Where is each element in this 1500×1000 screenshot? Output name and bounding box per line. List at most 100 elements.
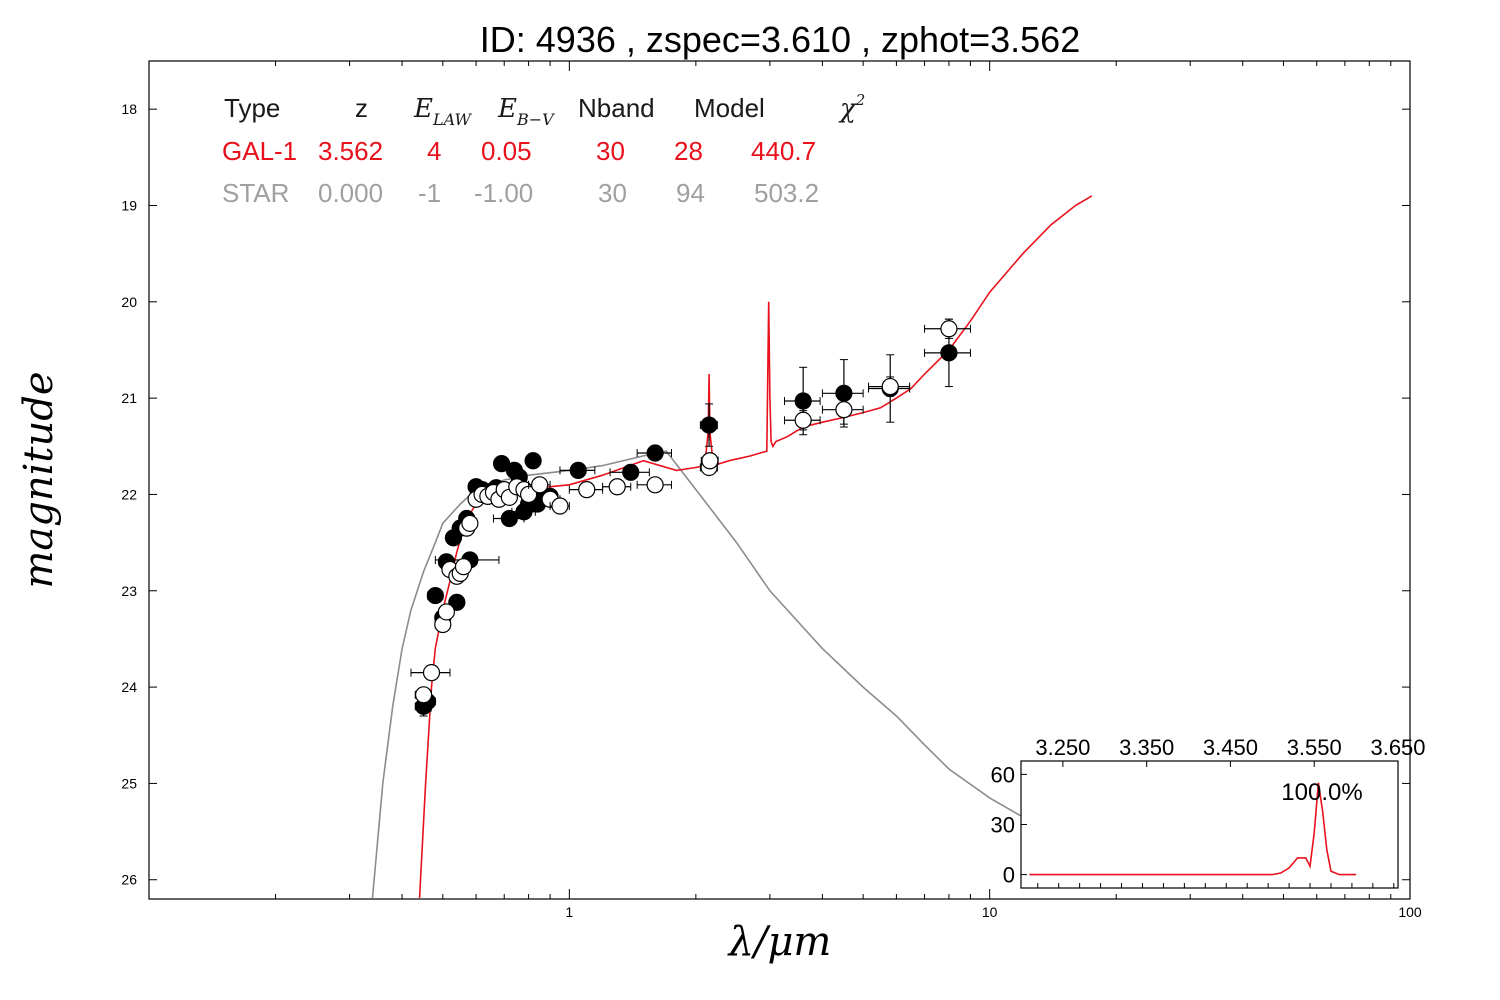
fit-summary-table: Type z ELAW EB−V Nband Model χ2 GAL-1 3.… <box>222 91 865 208</box>
open-marker <box>940 320 958 338</box>
gal-z: 3.562 <box>318 136 383 166</box>
open-marker <box>422 664 441 682</box>
model-point <box>437 603 456 621</box>
open-marker <box>794 411 812 429</box>
table-row-star: STAR 0.000 -1 -1.00 30 94 503.2 <box>222 178 819 208</box>
table-header-type: Type <box>224 93 280 123</box>
open-marker <box>414 686 433 704</box>
plot-frame <box>148 60 1411 900</box>
inset-frame <box>1020 760 1399 889</box>
inset-annotation: 100.0% <box>1281 779 1362 806</box>
y-tick-label: 22 <box>121 486 137 502</box>
star-chi2: 503.2 <box>754 178 819 208</box>
open-marker <box>437 603 456 621</box>
series-layer <box>371 195 1093 898</box>
table-header-ebv: EB−V <box>497 94 555 129</box>
y-tick-label: 21 <box>121 390 137 406</box>
open-marker <box>646 476 664 494</box>
open-marker <box>881 377 899 396</box>
gal-ebv: 0.05 <box>481 136 532 166</box>
inset-line-layer <box>1029 782 1357 876</box>
model-point <box>783 410 821 431</box>
star-model: 94 <box>676 178 705 208</box>
observed-point <box>492 509 525 528</box>
inset-y-tick-label: 60 <box>991 762 1015 787</box>
inset-x-tick-label: 3.350 <box>1119 735 1174 760</box>
pdf-line <box>1029 782 1357 876</box>
inset-x-tick-label: 3.450 <box>1203 735 1258 760</box>
filled-marker <box>524 452 542 470</box>
y-tick-label: 20 <box>121 294 137 310</box>
inset-ticks: 3.250 3.350 3.450 3.550 3.650 0 30 60 <box>991 735 1426 888</box>
star-elaw: -1 <box>418 178 441 208</box>
model-point <box>602 478 632 496</box>
model-point <box>568 481 604 499</box>
observed-point <box>699 403 718 447</box>
chart-title: ID: 4936 , zspec=3.610 , zphot=3.562 <box>480 19 1080 60</box>
redshift-pdf-inset: 3.250 3.350 3.450 3.550 3.650 0 30 60 100.0% <box>991 735 1426 889</box>
observed-point <box>609 463 650 481</box>
filled-marker <box>940 344 958 362</box>
open-marker <box>551 497 569 515</box>
table-row-gal: GAL-1 3.562 4 0.05 30 28 440.7 <box>222 136 816 166</box>
y-tick-label: 18 <box>121 101 137 117</box>
table-header-elaw: ELAW <box>413 94 473 129</box>
observed-point <box>559 461 596 479</box>
table-header-z: z <box>355 93 368 123</box>
open-marker <box>531 476 549 494</box>
filled-marker <box>426 586 444 605</box>
x-tick-label: 10 <box>982 904 998 920</box>
model-point <box>700 452 719 470</box>
model-point <box>636 476 672 494</box>
y-tick-label: 19 <box>121 197 137 213</box>
star-type: STAR <box>222 178 289 208</box>
filled-marker <box>500 509 518 528</box>
axis-ticks: 18 19 20 21 22 23 24 25 26 1 10 100 <box>121 61 1422 920</box>
inset-y-tick-label: 30 <box>991 813 1015 838</box>
y-tick-label: 23 <box>121 583 137 599</box>
gal-elaw: 4 <box>427 136 441 166</box>
open-marker <box>454 558 473 576</box>
model-point <box>821 394 864 425</box>
model-point <box>454 558 473 576</box>
y-tick-label: 25 <box>121 775 137 791</box>
table-header-nband: Nband <box>578 93 655 123</box>
table-header-chi2: χ2 <box>838 91 865 124</box>
filled-marker <box>622 463 640 481</box>
inset-x-tick-label: 3.250 <box>1035 735 1090 760</box>
open-marker <box>701 452 719 470</box>
model-point <box>868 376 911 397</box>
model-point <box>461 514 479 532</box>
gal-nband: 30 <box>596 136 625 166</box>
open-marker <box>578 481 596 499</box>
inset-x-tick-label: 3.550 <box>1287 735 1342 760</box>
y-tick-label: 24 <box>121 679 137 695</box>
observed-point <box>636 444 672 462</box>
model-point <box>414 686 433 704</box>
inset-x-tick-label: 3.650 <box>1370 735 1425 760</box>
gal-chi2: 440.7 <box>751 136 816 166</box>
x-tick-label: 1 <box>565 904 573 920</box>
open-marker <box>835 401 853 419</box>
filled-marker <box>569 461 587 479</box>
galaxy-template-line <box>418 195 1093 898</box>
table-header-model: Model <box>694 93 765 123</box>
gal-model: 28 <box>674 136 703 166</box>
model-point <box>549 497 570 515</box>
open-marker <box>608 478 626 496</box>
filled-marker <box>794 392 812 410</box>
x-tick-label: 100 <box>1398 904 1422 920</box>
plot-area <box>371 195 1093 898</box>
model-point <box>528 476 551 494</box>
gal-type: GAL-1 <box>222 136 297 166</box>
star-nband: 30 <box>598 178 627 208</box>
x-axis-label: λ/μm <box>727 919 832 965</box>
filled-marker <box>700 416 718 434</box>
inset-y-tick-label: 0 <box>1003 863 1015 888</box>
star-ebv: -1.00 <box>474 178 533 208</box>
filled-marker <box>646 444 664 462</box>
model-point <box>410 664 451 682</box>
y-axis-label: magnitude <box>16 371 62 588</box>
observed-point <box>524 452 542 470</box>
